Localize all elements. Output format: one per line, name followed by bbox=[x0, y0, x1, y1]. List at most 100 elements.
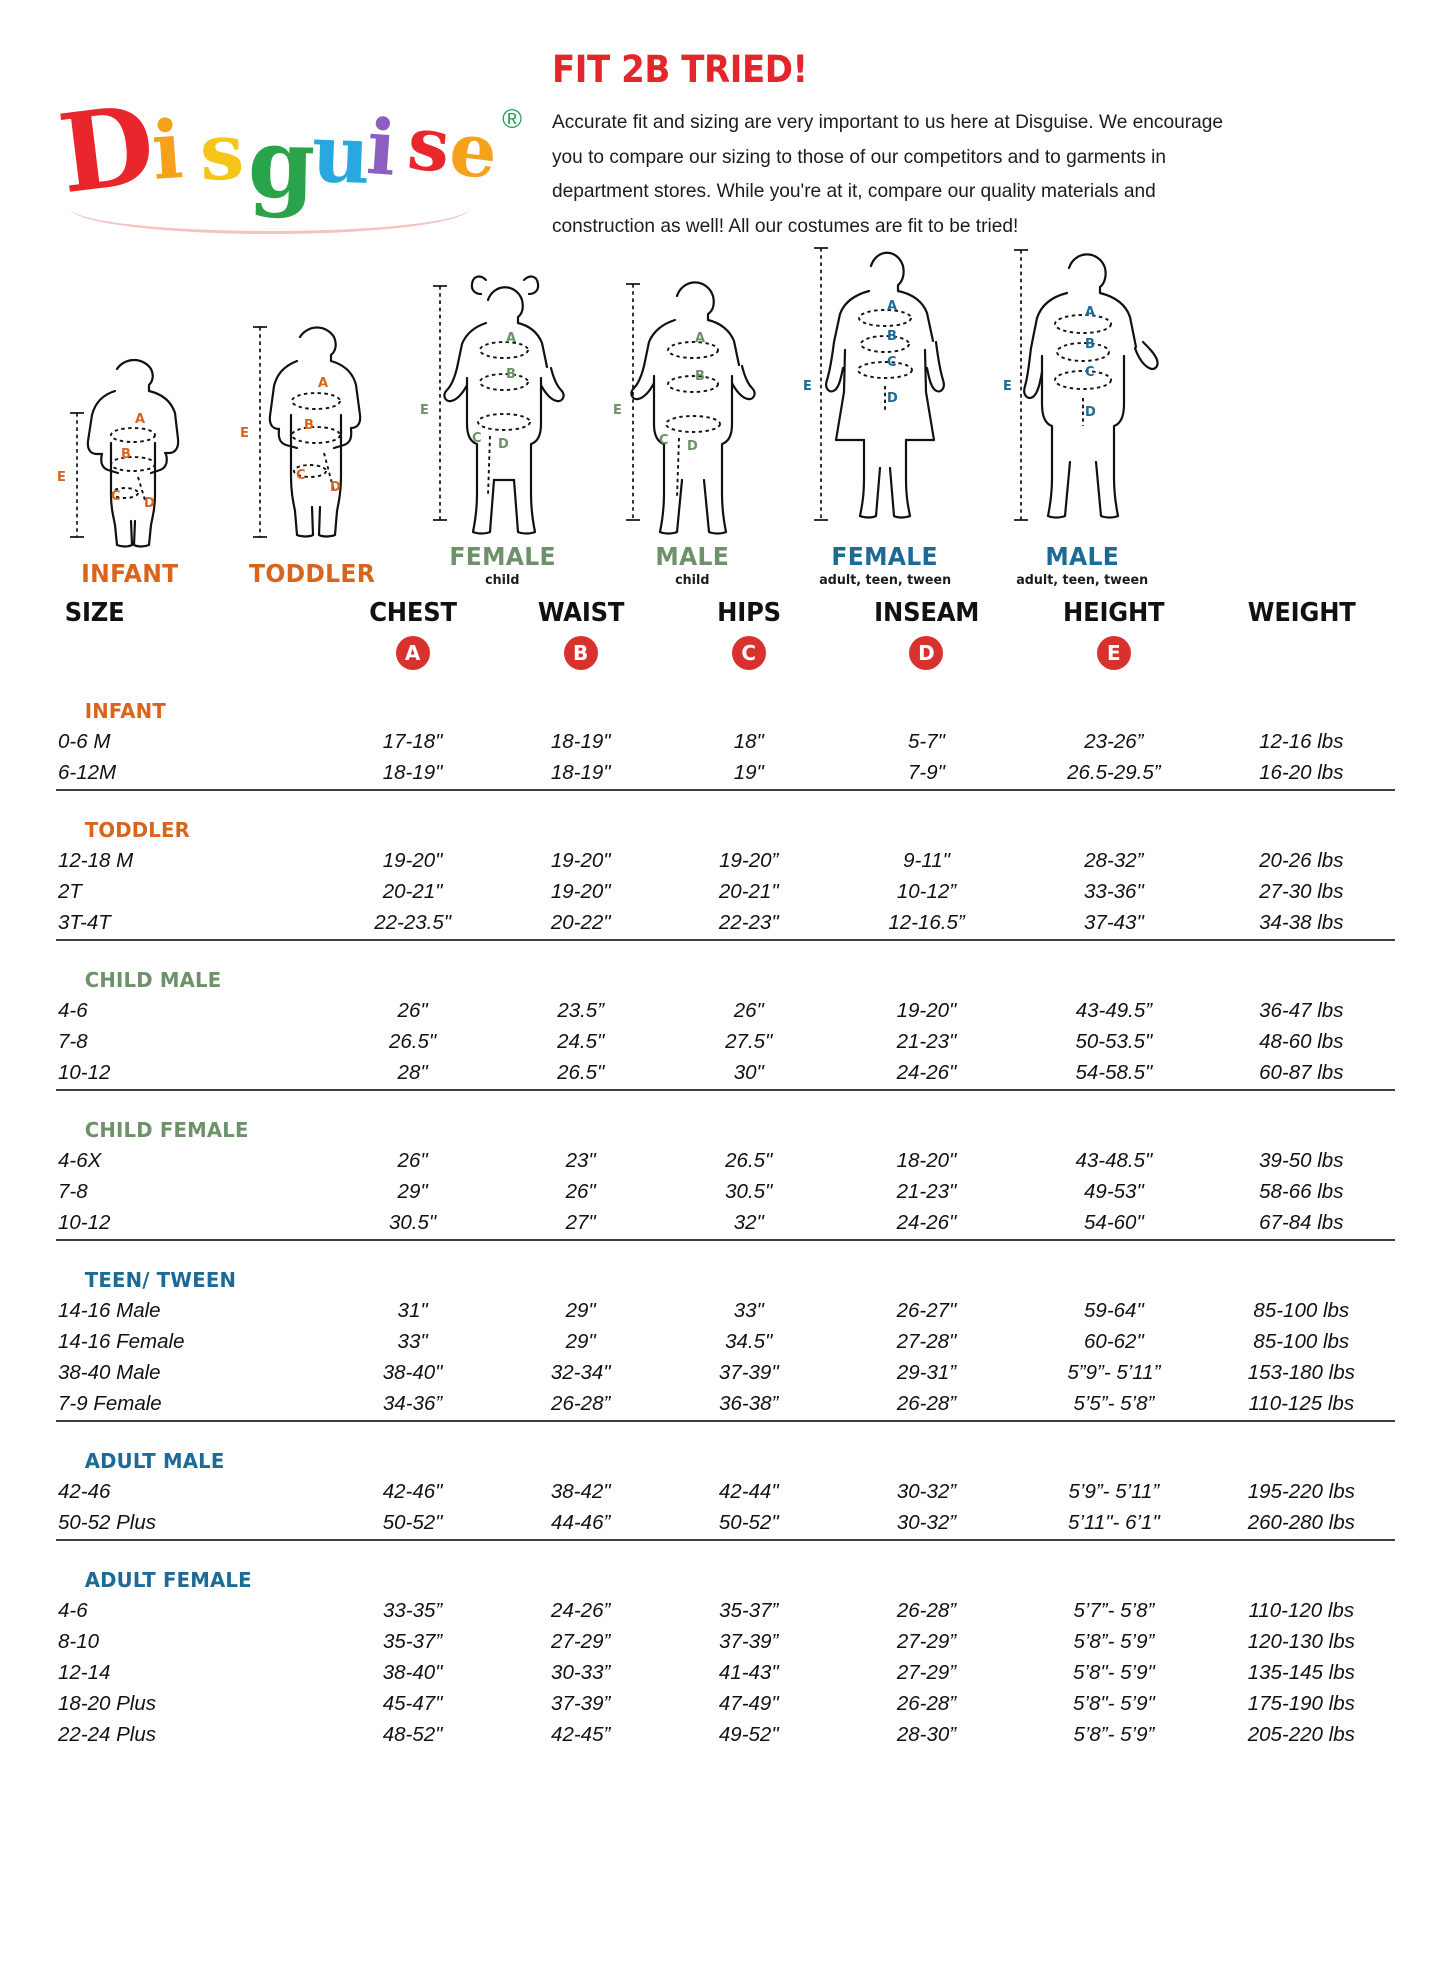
svg-text:C: C bbox=[111, 489, 121, 504]
cell-hips: 20-21" bbox=[718, 880, 779, 904]
cell-size: 12-14 bbox=[58, 1661, 111, 1685]
group-separator bbox=[56, 938, 1395, 955]
svg-text:D: D bbox=[1085, 405, 1096, 420]
cell-chest: 19-20" bbox=[382, 849, 443, 873]
cell-chest: 18-19" bbox=[382, 761, 443, 785]
figure-subcaption-male-child: child bbox=[675, 571, 710, 588]
cell-inseam: 19-20" bbox=[896, 999, 957, 1023]
logo-letter-g-3: g bbox=[247, 106, 317, 221]
svg-text:C: C bbox=[472, 431, 482, 446]
cell-hips: 26" bbox=[733, 999, 764, 1023]
cell-height: 50-53.5" bbox=[1075, 1030, 1153, 1054]
svg-text:D: D bbox=[887, 391, 898, 406]
svg-text:A: A bbox=[695, 331, 705, 346]
figure-male-adult: E A B C D MALE adult, teen, tween bbox=[985, 240, 1180, 588]
cell-weight: 20-26 lbs bbox=[1259, 849, 1344, 873]
group-header-row: INFANT bbox=[56, 686, 1395, 727]
table-row: 14-16 Male 31" 29" 33" 26-27" 59-64" 85-100 lb… bbox=[56, 1296, 1395, 1327]
cell-waist: 30-33” bbox=[551, 1661, 611, 1685]
figure-toddler: E A B C D TODDLER bbox=[220, 295, 405, 588]
logo-letter-i-1: i bbox=[148, 102, 186, 198]
cell-height: 37-43" bbox=[1084, 911, 1144, 935]
table-row: 22-24 Plus 48-52" 42-45” 49-52" 28-30” 5’8”- … bbox=[56, 1720, 1395, 1751]
figure-caption-toddler: TODDLER bbox=[249, 558, 376, 588]
table-row: 0-6 M 17-18" 18-19" 18" 5-7" 23-26” 12-16 lbs bbox=[56, 727, 1395, 758]
cell-hips: 37-39" bbox=[718, 1361, 779, 1385]
table-row: 50-52 Plus 50-52" 44-46” 50-52" 30-32” 5’11"-… bbox=[56, 1508, 1395, 1540]
group-label-adult-female: ADULT FEMALE bbox=[84, 1567, 252, 1592]
cell-inseam: 27-29” bbox=[896, 1630, 957, 1654]
table-row: 6-12M 18-19" 18-19" 19" 7-9" 26.5-29.5” 16-20 … bbox=[56, 758, 1395, 790]
svg-text:E: E bbox=[420, 403, 429, 418]
logo-letter-s-2: s bbox=[198, 106, 246, 199]
column-header-chest: CHEST bbox=[368, 597, 457, 628]
table-row: 12-18 M 19-20" 19-20" 19-20” 9-11" 28-32” 20-2… bbox=[56, 846, 1395, 877]
cell-size: 4-6X bbox=[58, 1149, 102, 1173]
cell-chest: 26" bbox=[397, 999, 428, 1023]
cell-hips: 37-39” bbox=[719, 1630, 779, 1654]
table-row: 2T 20-21" 19-20" 20-21" 10-12” 33-36" 27-30 lb… bbox=[56, 877, 1395, 908]
cell-hips: 36-38” bbox=[719, 1392, 779, 1416]
cell-size: 3T-4T bbox=[58, 911, 111, 935]
cell-hips: 26.5" bbox=[725, 1149, 773, 1173]
figure-female-adult: E A B C D FEMALE adult, teen, tween bbox=[785, 240, 985, 588]
group-separator bbox=[56, 1238, 1395, 1255]
badge-cell-4: D bbox=[833, 630, 1020, 686]
cell-size: 12-18 M bbox=[58, 849, 134, 873]
measurement-badge-d: D bbox=[909, 635, 944, 670]
cell-hips: 33" bbox=[733, 1299, 764, 1323]
cell-waist: 20-22" bbox=[550, 911, 611, 935]
cell-chest: 26.5" bbox=[389, 1030, 437, 1054]
cell-hips: 49-52" bbox=[718, 1723, 779, 1747]
logo-letter-d-0: D bbox=[52, 81, 161, 219]
cell-chest: 50-52" bbox=[382, 1511, 443, 1535]
column-header-hips: HIPS bbox=[716, 597, 781, 628]
separator-row bbox=[56, 1238, 1395, 1255]
cell-weight: 39-50 lbs bbox=[1259, 1149, 1344, 1173]
logo-letter-u-4: u bbox=[310, 106, 372, 202]
cell-inseam: 10-12” bbox=[896, 880, 957, 904]
cell-chest: 38-40" bbox=[382, 1361, 443, 1385]
table-row: 7-9 Female 34-36” 26-28” 36-38” 26-28” 5’5”- … bbox=[56, 1389, 1395, 1421]
cell-chest: 45-47" bbox=[382, 1692, 443, 1716]
cell-waist: 42-45” bbox=[551, 1723, 611, 1747]
cell-hips: 18" bbox=[733, 730, 764, 754]
cell-weight: 153-180 lbs bbox=[1247, 1361, 1355, 1385]
cell-weight: 12-16 lbs bbox=[1259, 730, 1344, 754]
svg-text:A: A bbox=[506, 331, 516, 346]
cell-size: 7-9 Female bbox=[58, 1392, 162, 1416]
cell-inseam: 7-9" bbox=[908, 761, 945, 785]
cell-hips: 35-37” bbox=[719, 1599, 779, 1623]
cell-height: 49-53" bbox=[1084, 1180, 1144, 1204]
cell-weight: 58-66 lbs bbox=[1259, 1180, 1344, 1204]
cell-inseam: 21-23" bbox=[896, 1030, 957, 1054]
cell-size: 6-12M bbox=[58, 761, 117, 785]
measurement-badge-b: B bbox=[563, 635, 598, 670]
svg-text:B: B bbox=[1085, 337, 1095, 352]
cell-hips: 41-43" bbox=[718, 1661, 779, 1685]
svg-text:E: E bbox=[1003, 379, 1012, 394]
cell-inseam: 12-16.5” bbox=[888, 911, 965, 935]
size-table: SIZE CHEST WAIST HIPS INSEAM HEIGHT WEIGHT A B C… bbox=[56, 594, 1395, 1751]
group-label-infant: INFANT bbox=[84, 698, 166, 723]
cell-height: 5’9”- 5’11” bbox=[1068, 1480, 1160, 1504]
cell-size: 10-12 bbox=[58, 1061, 111, 1085]
cell-weight: 120-130 lbs bbox=[1247, 1630, 1355, 1654]
badge-cell-1: A bbox=[329, 630, 497, 686]
table-row: 14-16 Female 33" 29" 34.5" 27-28" 60-62" 85-10… bbox=[56, 1327, 1395, 1358]
separator-row bbox=[56, 1088, 1395, 1105]
cell-inseam: 30-32” bbox=[896, 1511, 957, 1535]
cell-waist: 38-42" bbox=[550, 1480, 611, 1504]
column-header-waist: WAIST bbox=[537, 597, 624, 628]
cell-weight: 205-220 lbs bbox=[1247, 1723, 1355, 1747]
table-row: 8-10 35-37” 27-29” 37-39” 27-29” 5’8”- 5’9” 12… bbox=[56, 1627, 1395, 1658]
svg-text:D: D bbox=[144, 496, 155, 511]
cell-chest: 20-21" bbox=[382, 880, 443, 904]
cell-waist: 26.5" bbox=[557, 1061, 605, 1085]
cell-inseam: 27-28" bbox=[896, 1330, 957, 1354]
cell-weight: 195-220 lbs bbox=[1247, 1480, 1355, 1504]
figure-subcaption-female-child: child bbox=[485, 571, 520, 588]
cell-inseam: 18-20" bbox=[896, 1149, 957, 1173]
